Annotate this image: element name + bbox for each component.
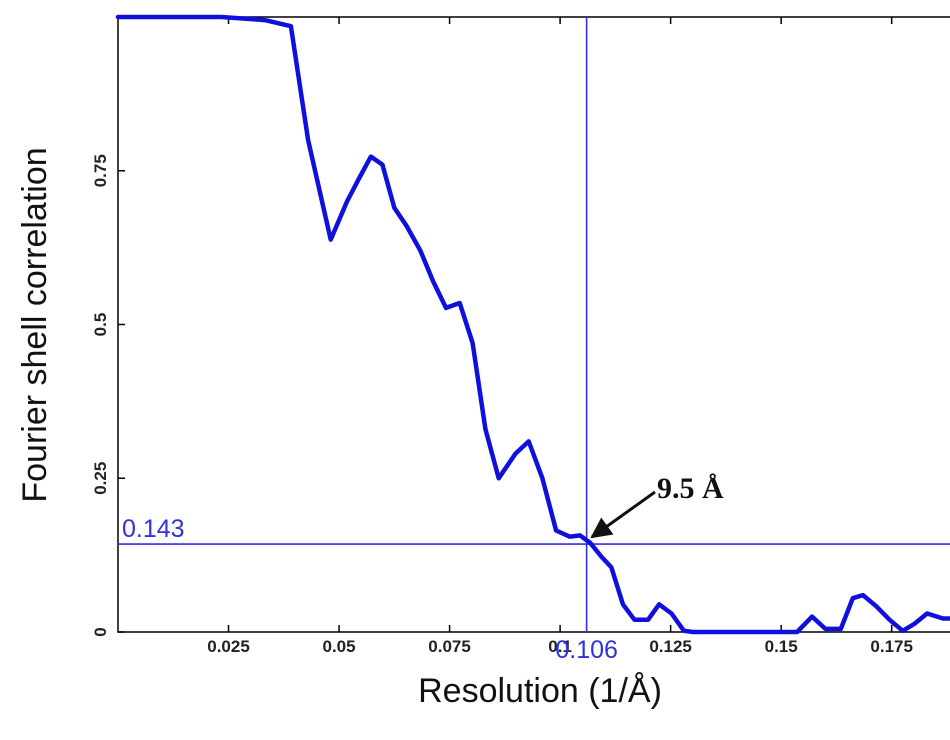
plot-area-border [117, 16, 950, 633]
y-tick-label-0: 0 [91, 627, 110, 636]
x-axis-ticks: 0.025 0.05 0.075 0.1 0.125 0.15 0.175 [207, 17, 913, 656]
fsc-series-line [115, 14, 950, 635]
horizontal-reference-label: 0.143 [122, 515, 185, 543]
reference-labels: 0.143 0.106 [122, 515, 618, 664]
y-axis-ticks: 0 0.25 0.5 0.75 [91, 154, 125, 637]
x-axis-label: Resolution (1/Å) [418, 672, 662, 710]
x-tick-label-6: 0.175 [870, 637, 913, 656]
x-tick-label-3: 0.1 [548, 637, 572, 656]
y-axis-label: Fourier shell correlation [16, 147, 54, 502]
x-tick-label-4: 0.125 [649, 637, 692, 656]
y-tick-label-3: 0.75 [91, 154, 110, 187]
y-tick-label-1: 0.25 [91, 462, 110, 495]
reference-lines [118, 17, 950, 632]
resolution-annotation: 9.5 Å [590, 472, 724, 539]
y-tick-label-2: 0.5 [91, 313, 110, 337]
x-tick-label-2: 0.075 [428, 637, 471, 656]
x-tick-label-0: 0.025 [207, 637, 250, 656]
annotation-arrow [590, 490, 656, 539]
plot-frame [117, 16, 950, 633]
x-tick-label-5: 0.15 [765, 637, 798, 656]
annotation-label: 9.5 Å [657, 472, 724, 505]
vertical-reference-label: 0.106 [555, 636, 618, 664]
x-tick-label-1: 0.05 [323, 637, 356, 656]
